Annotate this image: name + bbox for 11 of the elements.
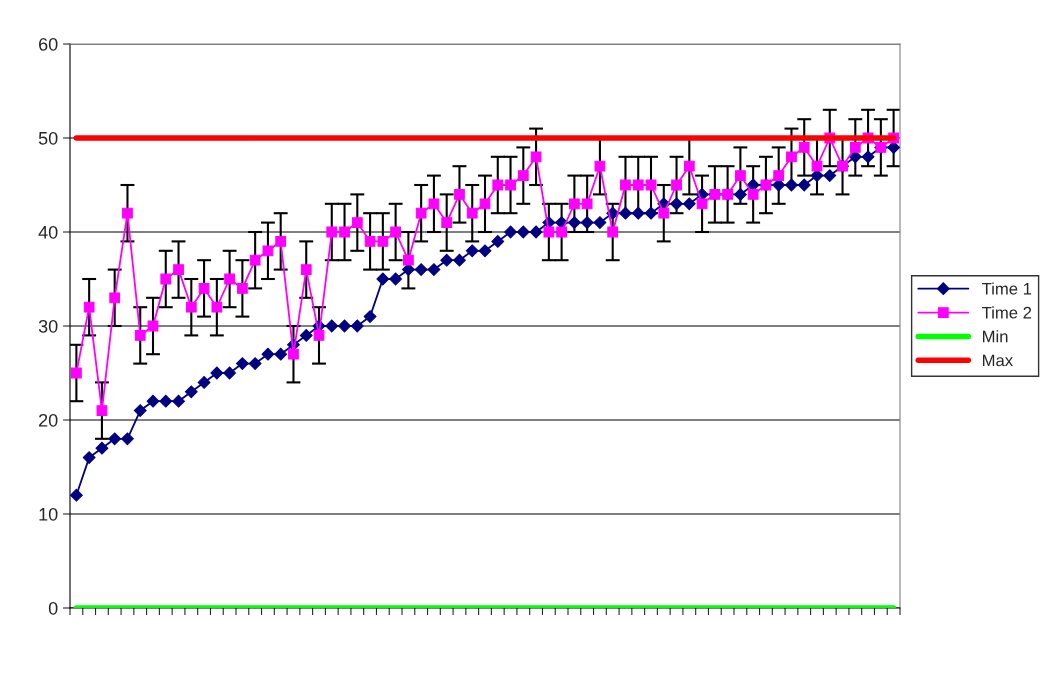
legend-label: Time 2: [982, 306, 1032, 319]
legend-label: Min: [983, 330, 1008, 343]
y-tick-label: 40: [38, 225, 58, 239]
y-tick-label: 10: [39, 507, 58, 521]
legend-label: Max: [983, 354, 1013, 367]
y-tick-label: 30: [38, 319, 58, 333]
y-tick-label: 0: [48, 601, 58, 615]
y-tick-label: 20: [39, 413, 58, 427]
y-tick-label: 60: [39, 37, 58, 51]
y-tick-label: 50: [38, 131, 58, 145]
legend-label: Time 1: [982, 282, 1032, 295]
